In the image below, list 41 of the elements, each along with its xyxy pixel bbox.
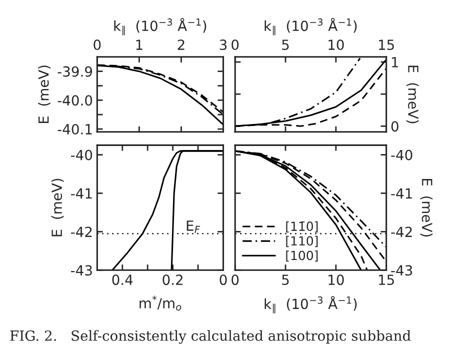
legend-label: [110] [286, 236, 318, 248]
y-tick-label: 1 [392, 57, 398, 68]
x-tick-label: 10 [328, 274, 344, 286]
x-tick-label: 3 [220, 40, 227, 50]
y-tick-label: -40.1 [58, 124, 92, 135]
x-tick-label: 0 [232, 40, 239, 50]
y-axis-title: E (meV) [406, 66, 419, 124]
text: k$_{∥}$ (10$^{−3}$ Å$^{−1}$) [264, 296, 357, 314]
y-tick-label: -40 [391, 150, 412, 160]
x-tick-label: 5 [282, 40, 289, 50]
y-tick-label: -40.0 [58, 95, 92, 106]
y-tick-label: -42 [71, 226, 92, 237]
y-axis-title: E (meV) [51, 178, 64, 236]
y-tick-label: -41 [71, 188, 92, 199]
x-tick-label: 15 [379, 274, 394, 286]
x-tick-label: 15 [379, 40, 394, 50]
x-axis-title: m$^{*}$/m$_{o}$ [140, 296, 182, 311]
ref-line-label: E$_{F}$ [186, 220, 200, 233]
y-tick-label: -43 [391, 265, 412, 276]
y-tick-label: -42 [391, 226, 412, 237]
y-axis-title: E (meV) [38, 66, 50, 124]
x-tick-label: 0 [232, 274, 239, 286]
y-tick-label: -43 [71, 265, 92, 276]
y-tick-label: 0 [391, 121, 398, 132]
x-tick-label: 0.4 [112, 274, 133, 286]
x-tick-label: 2 [178, 40, 184, 50]
x-tick-label: 1 [136, 40, 142, 50]
x-tick-label: 0 [220, 274, 227, 286]
text: k$_{∥}$ (10$^{−3}$ Å$^{−1}$) [264, 18, 357, 36]
caption: FIG. 2. Self-consistently calculated anisotropic subband [10, 330, 411, 344]
y-tick-label: -41 [391, 188, 412, 199]
x-tick-label: 10 [328, 40, 344, 50]
legend-label: [11̄0] [286, 221, 318, 232]
x-tick-label: 0.2 [162, 274, 182, 286]
text: k$_{∥}$ (10$^{−3}$ Å$^{−1}$) [114, 18, 206, 36]
legend-label: [100] [286, 250, 318, 262]
y-tick-label: -39.9 [58, 66, 92, 77]
y-tick-label: -40 [71, 150, 92, 160]
y-axis-title: E (meV) [420, 179, 433, 236]
x-tick-label: 0 [94, 40, 101, 50]
x-tick-label: 5 [282, 274, 289, 286]
